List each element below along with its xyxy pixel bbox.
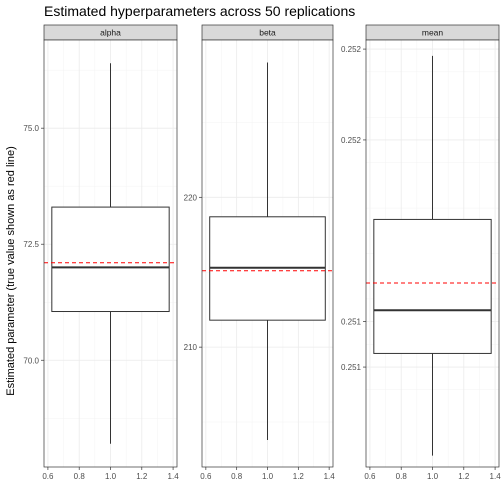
- y-tick-label: 70.0: [23, 356, 39, 365]
- x-tick-label: 0.8: [231, 472, 243, 481]
- panel-mean: mean 0.251 0.251 0.252 0.252 0.6 0.8 1.0 1.2 1.4: [341, 24, 502, 481]
- box-iqr: [373, 218, 492, 354]
- y-tick-label: 72.5: [23, 240, 39, 249]
- x-tick-label: 1.0: [105, 472, 117, 481]
- y-tick-label: 0.252: [341, 45, 362, 54]
- x-tick-label: 1.4: [324, 472, 336, 481]
- x-tick-label: 1.4: [490, 472, 502, 481]
- y-tick-label: 220: [184, 193, 198, 202]
- x-tick-label: 0.6: [200, 472, 212, 481]
- x-tick-label: 0.6: [364, 472, 376, 481]
- facet-panels: alpha 70.0 72.5 75.0 0.6 0.8 1.0 1.2 1.4 beta 210 2…: [23, 24, 502, 481]
- x-tick-label: 1.4: [168, 472, 180, 481]
- y-tick-label: 0.251: [341, 363, 362, 372]
- facet-strip-label: beta: [259, 28, 276, 38]
- x-tick-label: 0.6: [42, 472, 54, 481]
- facet-strip-label: mean: [422, 28, 444, 38]
- x-tick-label: 1.2: [136, 472, 148, 481]
- panel-beta: beta 210 220 0.6 0.8 1.0 1.2 1.4: [184, 24, 336, 481]
- x-tick-label: 1.0: [262, 472, 274, 481]
- panel-alpha: alpha 70.0 72.5 75.0 0.6 0.8 1.0 1.2 1.4: [23, 24, 180, 481]
- x-tick-label: 1.2: [293, 472, 305, 481]
- box-iqr: [51, 206, 170, 313]
- y-tick-label: 75.0: [23, 124, 39, 133]
- x-tick-label: 0.8: [74, 472, 86, 481]
- y-tick-label: 0.252: [341, 136, 362, 145]
- x-tick-label: 0.8: [396, 472, 408, 481]
- y-tick-label: 210: [184, 343, 198, 352]
- y-axis-label: Estimated parameter (true value shown as…: [5, 146, 17, 395]
- y-tick-label: 0.251: [341, 318, 362, 327]
- chart-title: Estimated hyperparameters across 50 repl…: [44, 3, 355, 19]
- x-tick-label: 1.2: [458, 472, 470, 481]
- x-tick-label: 1.0: [427, 472, 439, 481]
- facet-strip-label: alpha: [100, 28, 121, 38]
